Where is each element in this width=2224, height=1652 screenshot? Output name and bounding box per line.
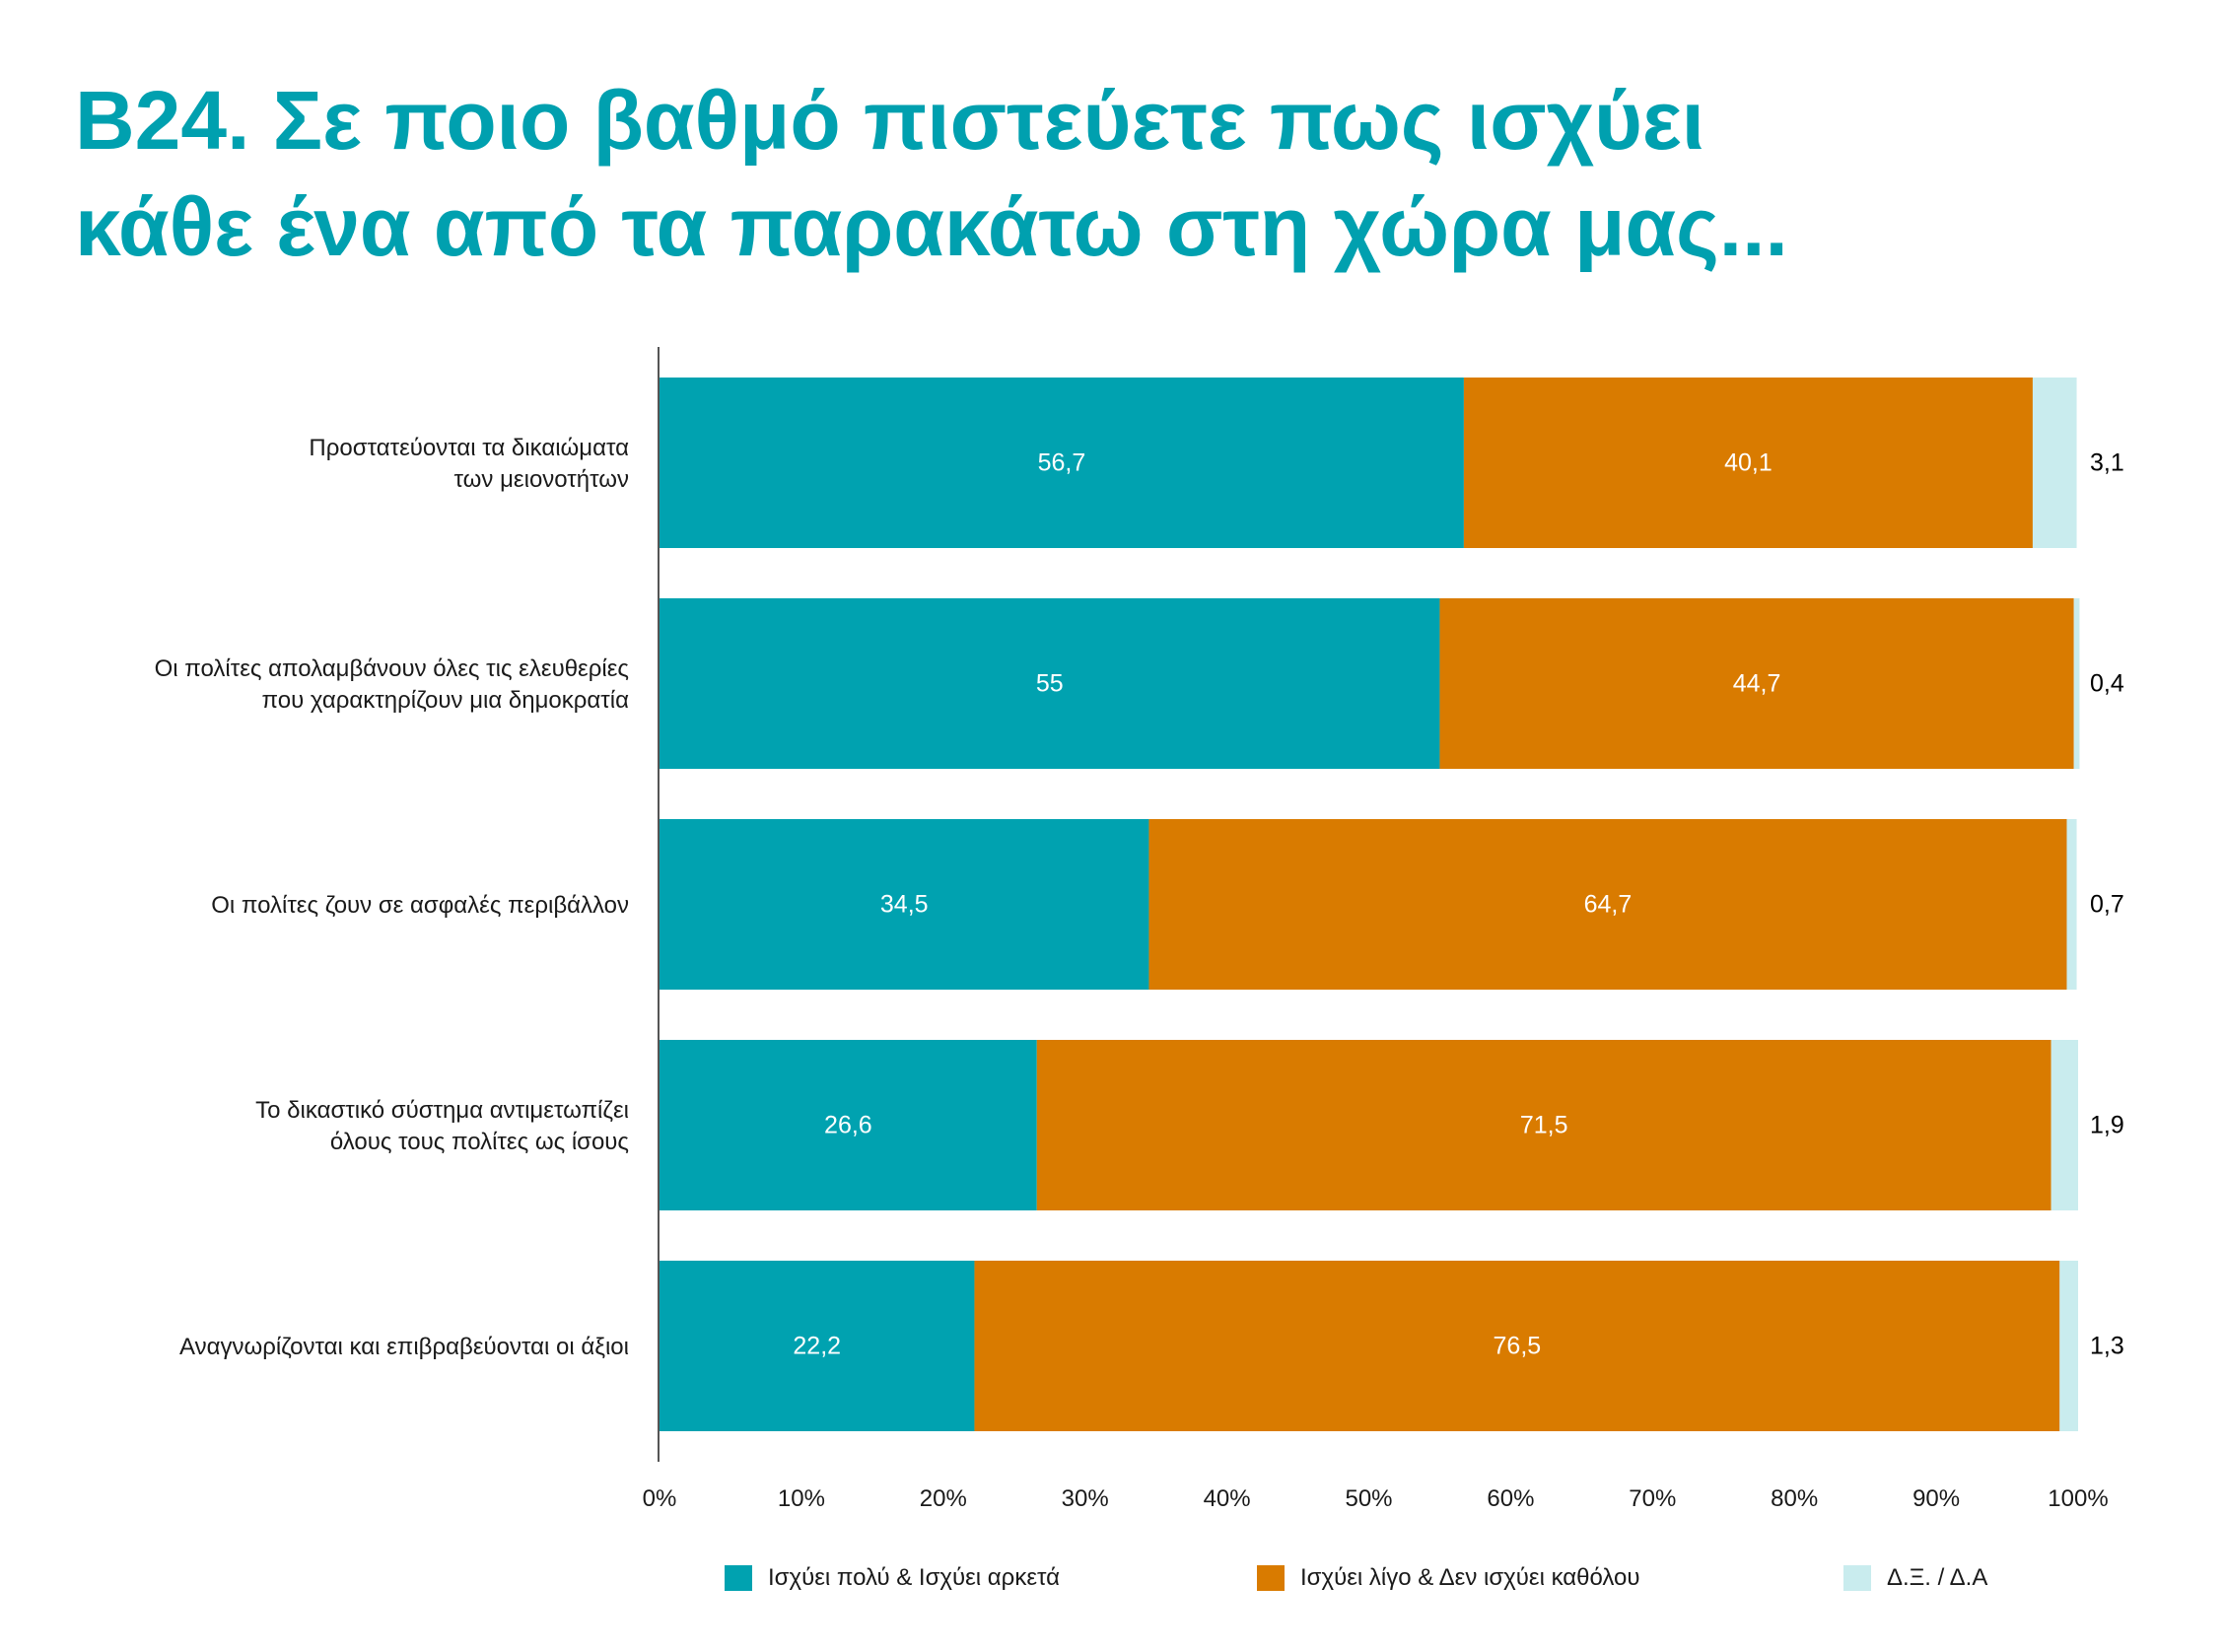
chart-title: B24. Σε ποιο βαθμό πιστεύετε πως ισχύει … [75,67,1788,280]
x-tick-label: 80% [1771,1485,1818,1512]
bar-segment [660,1261,975,1431]
category-label-line: των μειονοτήτων [454,466,629,493]
x-tick-label: 40% [1204,1485,1251,1512]
legend-swatch-3 [1843,1565,1871,1591]
data-label: 44,7 [1733,670,1781,698]
data-label: 71,5 [1520,1112,1568,1139]
category-label: Προστατεύονται τα δικαιώματα των μειονοτή… [309,435,629,493]
category-label-line: Το δικαστικό σύστημα αντιμετωπίζει [255,1097,629,1124]
category-label-line: όλους τους πολίτες ως ίσους [330,1129,629,1155]
legend-swatch-2 [1257,1565,1285,1591]
x-tick-label: 60% [1487,1485,1534,1512]
category-label: Αναγνωρίζονται και επιβραβεύονται οι άξι… [179,1334,629,1360]
bar-segment [1439,598,2074,769]
legend-item-2: Ισχύει λίγο & Δεν ισχύει καθόλου [1257,1563,1640,1593]
category-label: Το δικαστικό σύστημα αντιμετωπίζει όλους … [255,1097,629,1155]
x-tick-label: 30% [1062,1485,1109,1512]
category-label: Οι πολίτες απολαμβάνουν όλες τις ελευθερ… [155,655,629,714]
category-label: Οι πολίτες ζουν σε ασφαλές περιβάλλον [211,892,629,919]
x-tick-label: 90% [1912,1485,1960,1512]
category-label-line: Προστατεύονται τα δικαιώματα [309,435,629,461]
chart-title-line-1: B24. Σε ποιο βαθμό πιστεύετε πως ισχύει [75,74,1705,167]
x-tick-label: 70% [1629,1485,1676,1512]
data-label: 55 [1036,670,1064,698]
bar-segment [2050,1040,2078,1210]
category-label-line: Οι πολίτες απολαμβάνουν όλες τις ελευθερ… [155,655,629,682]
bar-segment [660,819,1149,990]
bar-segment [2066,819,2077,990]
data-label-outside: 1,9 [2090,1112,2124,1139]
category-label-line: Αναγνωρίζονται και επιβραβεύονται οι άξι… [179,1334,629,1360]
bar-segment [660,1040,1037,1210]
x-tick-label: 20% [920,1485,967,1512]
data-label-outside: 3,1 [2090,449,2124,477]
bar-segment [2059,1261,2078,1431]
x-tick-label: 50% [1345,1485,1392,1512]
bar-segment [2073,598,2080,769]
bar-segment [660,378,1464,548]
bar-segment [1463,378,2033,548]
legend-label-3: Δ.Ξ. / Δ.Α [1887,1564,1988,1591]
bar-segment [1036,1040,2051,1210]
legend-label-2: Ισχύει λίγο & Δεν ισχύει καθόλου [1300,1564,1640,1591]
data-label: 26,6 [824,1112,872,1139]
data-label: 76,5 [1494,1333,1542,1360]
x-tick-label: 100% [2048,1485,2108,1512]
bar-segment [660,598,1440,769]
bar-segment [974,1261,2060,1431]
legend-item-3: Δ.Ξ. / Δ.Α [1843,1563,1987,1593]
data-label-outside: 0,4 [2090,670,2124,698]
category-label-line: που χαρακτηρίζουν μια δημοκρατία [262,687,630,714]
legend-label-1: Ισχύει πολύ & Ισχύει αρκετά [768,1564,1061,1591]
data-label: 34,5 [880,891,929,919]
data-label-outside: 0,7 [2090,891,2124,919]
x-tick-label: 0% [643,1485,677,1512]
legend-swatch-1 [725,1565,752,1591]
data-label-outside: 1,3 [2090,1333,2124,1360]
chart-title-line-2: κάθε ένα από τα παρακάτω στη χώρα μας... [75,180,1788,273]
bar-segment [1148,819,2067,990]
data-label: 40,1 [1724,449,1772,477]
category-label-line: Οι πολίτες ζουν σε ασφαλές περιβάλλον [211,892,629,919]
legend-item-1: Ισχύει πολύ & Ισχύει αρκετά [725,1563,1060,1593]
data-label: 64,7 [1584,891,1633,919]
data-label: 56,7 [1038,449,1086,477]
data-label: 22,2 [793,1333,841,1360]
bar-segment [2032,378,2077,548]
x-tick-label: 10% [778,1485,825,1512]
